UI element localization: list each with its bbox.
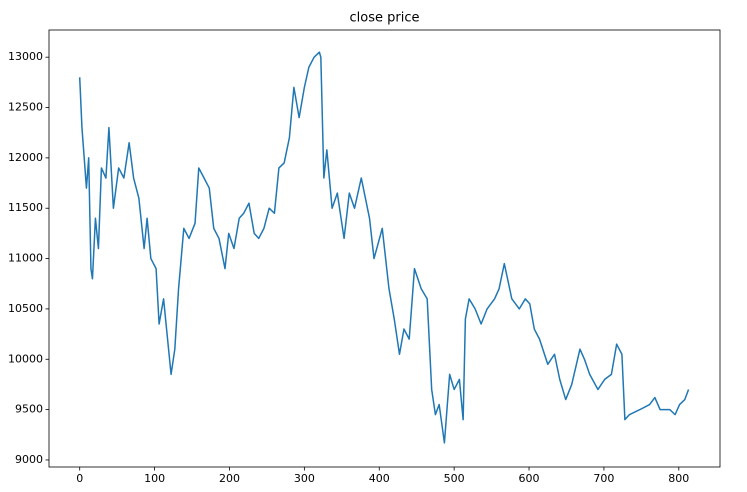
x-tick-label: 0	[76, 472, 83, 485]
x-tick-label: 700	[593, 472, 614, 485]
price-line	[78, 51, 690, 444]
y-tick-label: 9500	[15, 403, 43, 416]
y-tick-label: 10500	[8, 302, 43, 315]
x-tick-label: 600	[519, 472, 540, 485]
y-tick-label: 13000	[8, 50, 43, 63]
chart-title: close price	[350, 11, 420, 26]
y-tick-label: 9000	[15, 453, 43, 466]
x-tick-label: 800	[668, 472, 689, 485]
y-tick-label: 11500	[8, 201, 43, 214]
x-tick-label: 500	[444, 472, 465, 485]
x-tick-label: 300	[294, 472, 315, 485]
x-tick-label: 100	[144, 472, 165, 485]
x-tick-label: 400	[369, 472, 390, 485]
x-tick-label: 200	[219, 472, 240, 485]
y-tick-label: 11000	[8, 252, 43, 265]
y-tick-label: 12500	[8, 101, 43, 114]
y-tick-label: 12000	[8, 151, 43, 164]
y-tick-label: 10000	[8, 352, 43, 365]
